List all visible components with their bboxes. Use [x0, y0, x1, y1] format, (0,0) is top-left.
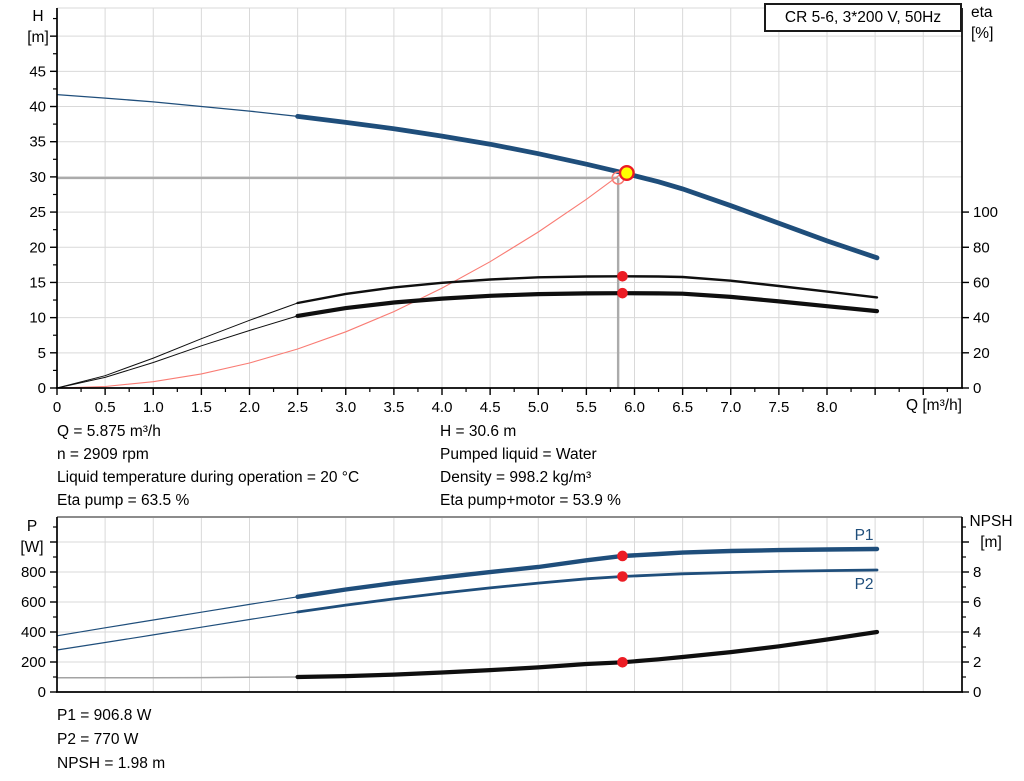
duty-marker-p2-curve[interactable] [617, 571, 628, 582]
left-axis-tick-label: 35 [29, 134, 46, 151]
info-line: P1 = 906.8 W [57, 707, 152, 724]
info-line: H = 30.6 m [440, 423, 517, 440]
x-tick-label: 7.0 [720, 399, 741, 416]
left-axis-tick-label: 40 [29, 99, 46, 116]
duty-point-marker[interactable] [618, 165, 635, 182]
h-axis-title: H [m] [27, 8, 49, 46]
npsh-curve[interactable] [295, 629, 880, 680]
duty-eta-marker[interactable] [617, 287, 628, 299]
left-axis-tick-label: 15 [29, 274, 46, 291]
p2-curve-thin[interactable] [56, 611, 298, 651]
right-axis-tick-label: 2 [973, 654, 981, 671]
info-line: NPSH = 1.98 m [57, 755, 166, 772]
left-axis-tick-label: 600 [21, 594, 46, 611]
info-line: Liquid temperature during operation = 20… [57, 469, 360, 486]
duty-eta-marker[interactable] [617, 270, 628, 282]
x-tick-label: 5.5 [576, 399, 597, 416]
info-line: n = 2909 rpm [57, 446, 149, 463]
right-axis-tick-label: 40 [973, 310, 990, 327]
left-axis-tick-label: 20 [29, 239, 46, 256]
right-axis-tick-label: 100 [973, 204, 998, 221]
x-tick-label: 2.5 [287, 399, 308, 416]
left-axis-tick-label: 400 [21, 624, 46, 641]
left-axis-tick-label: 10 [29, 310, 46, 327]
left-axis-tick-label: 0 [38, 380, 46, 397]
duty-marker-npsh-curve[interactable] [617, 657, 628, 668]
x-tick-label: 7.5 [768, 399, 789, 416]
info-line: Eta pump = 63.5 % [57, 492, 190, 509]
x-tick-label: 6.0 [624, 399, 645, 416]
eta-pump-curve[interactable] [296, 275, 879, 305]
x-tick-label: 5.0 [528, 399, 549, 416]
p2-curve[interactable] [296, 568, 879, 614]
x-tick-label: 0 [53, 399, 61, 416]
right-axis-tick-label: 20 [973, 345, 990, 362]
left-axis-tick-label: 30 [29, 169, 46, 186]
x-tick-label: 1.0 [143, 399, 164, 416]
qh-curve[interactable] [295, 114, 880, 261]
right-axis-tick-label: 8 [973, 564, 981, 581]
eta-pump-motor-curve[interactable] [295, 291, 880, 318]
npsh-curve-thin[interactable] [57, 676, 298, 679]
info-line: Pumped liquid = Water [440, 446, 597, 463]
left-axis-tick-label: 45 [29, 63, 46, 80]
p2-curve-label: P2 [855, 576, 874, 593]
qh-curve-thin[interactable] [56, 93, 298, 118]
duty-marker-p1-curve[interactable] [617, 550, 628, 562]
left-axis-tick-label: 200 [21, 654, 46, 671]
left-axis-tick-label: 5 [38, 345, 46, 362]
right-axis-tick-label: 0 [973, 684, 981, 701]
p1-curve-label: P1 [855, 527, 874, 544]
p1-curve-thin[interactable] [56, 596, 298, 637]
left-axis-tick-label: 800 [21, 564, 46, 581]
pump-title-box: CR 5-6, 3*200 V, 50Hz [764, 3, 962, 32]
x-tick-label: 3.0 [335, 399, 356, 416]
left-axis-tick-label: 0 [38, 684, 46, 701]
x-tick-label: 4.5 [480, 399, 501, 416]
eta-pump-curve-thin[interactable] [56, 302, 298, 389]
x-tick-label: 1.5 [191, 399, 212, 416]
eta-axis-title: eta [%] [971, 4, 994, 42]
x-tick-label: 4.0 [432, 399, 453, 416]
x-tick-label: 3.5 [383, 399, 404, 416]
p1-curve[interactable] [295, 546, 880, 599]
x-tick-label: 8.0 [817, 399, 838, 416]
power-results-block: P1 = 906.8 W P2 = 770 W NPSH = 1.98 m [57, 704, 165, 776]
duty-info-right-column: H = 30.6 m Pumped liquid = Water Density =… [440, 420, 621, 512]
right-axis-tick-label: 4 [973, 624, 981, 641]
info-line: Density = 998.2 kg/m³ [440, 469, 592, 486]
x-tick-label: 2.0 [239, 399, 260, 416]
right-axis-tick-label: 0 [973, 380, 981, 397]
left-axis-tick-label: 25 [29, 204, 46, 221]
x-tick-label: 6.5 [672, 399, 693, 416]
system-curve[interactable] [56, 172, 623, 389]
npsh-axis-title: NPSH [m] [969, 513, 1013, 551]
right-axis-tick-label: 80 [973, 239, 990, 256]
info-line: Eta pump+motor = 53.9 % [440, 492, 621, 509]
p-axis-title: P [W] [20, 518, 44, 556]
right-axis-tick-label: 6 [973, 594, 981, 611]
q-axis-title: Q [m³/h] [906, 397, 962, 414]
duty-info-left-column: Q = 5.875 m³/h n = 2909 rpm Liquid tempera… [57, 420, 359, 512]
eta-pump-motor-curve-thin[interactable] [56, 315, 298, 389]
info-line: Q = 5.875 m³/h [57, 423, 161, 440]
info-line: P2 = 770 W [57, 731, 139, 748]
right-axis-tick-label: 60 [973, 274, 990, 291]
x-tick-label: 0.5 [95, 399, 116, 416]
